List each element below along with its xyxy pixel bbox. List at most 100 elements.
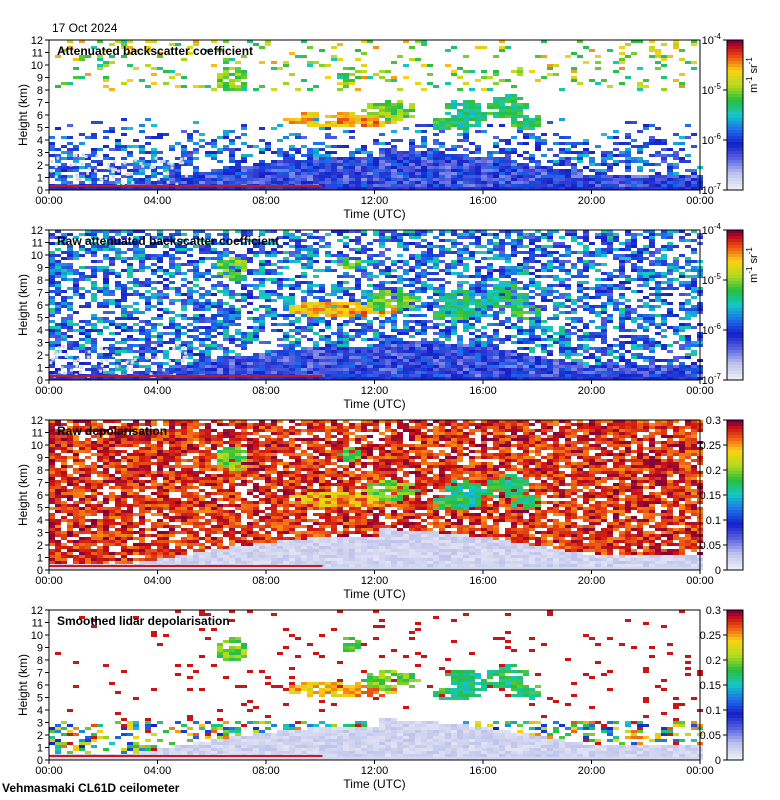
heatmap-cell — [457, 254, 463, 257]
heatmap-cell — [583, 178, 589, 181]
heatmap-cell — [481, 70, 487, 73]
heatmap-cell — [133, 236, 139, 239]
heatmap-cell — [367, 356, 373, 359]
heatmap-cell — [265, 251, 271, 254]
heatmap-cell — [499, 40, 505, 43]
heatmap-cell — [127, 230, 133, 233]
heatmap-cell — [79, 377, 85, 380]
heatmap-cell — [475, 151, 481, 154]
heatmap-cell — [391, 353, 397, 356]
heatmap-cell — [295, 257, 301, 260]
heatmap-cell — [217, 290, 223, 293]
heatmap-cell — [181, 58, 187, 61]
heatmap-cell — [505, 266, 511, 269]
heatmap-cell — [595, 184, 601, 187]
heatmap-cell — [367, 272, 373, 275]
heatmap-cell — [397, 365, 403, 368]
heatmap-cell — [181, 326, 187, 329]
heatmap-cell — [271, 175, 277, 178]
heatmap-cell — [229, 335, 235, 338]
heatmap-cell — [301, 145, 307, 148]
heatmap-cell — [121, 157, 127, 160]
heatmap-cell — [379, 115, 385, 118]
heatmap-cell — [259, 139, 265, 142]
heatmap-cell — [229, 139, 235, 142]
heatmap-cell — [55, 248, 61, 251]
heatmap-cell — [409, 359, 415, 362]
heatmap-cell — [217, 82, 223, 85]
heatmap-cell — [445, 299, 451, 302]
heatmap-cell — [361, 293, 367, 296]
heatmap-cell — [259, 362, 265, 365]
heatmap-cell — [517, 359, 523, 362]
heatmap-cell — [151, 371, 157, 374]
heatmap-cell — [151, 82, 157, 85]
heatmap-cell — [451, 124, 457, 127]
heatmap-cell — [253, 43, 259, 46]
heatmap-cell — [553, 377, 559, 380]
heatmap-cell — [487, 106, 493, 109]
heatmap-cell — [463, 251, 469, 254]
heatmap-cell — [499, 353, 505, 356]
heatmap-cell — [187, 353, 193, 356]
heatmap-cell — [535, 371, 541, 374]
heatmap-cell — [373, 139, 379, 142]
heatmap-cell — [253, 272, 259, 275]
heatmap-cell — [103, 299, 109, 302]
heatmap-cell — [463, 347, 469, 350]
heatmap-cell — [145, 181, 151, 184]
heatmap-cell — [157, 371, 163, 374]
heatmap-cell — [511, 287, 517, 290]
heatmap-cell — [337, 326, 343, 329]
heatmap-cell — [613, 178, 619, 181]
heatmap-cell — [559, 362, 565, 365]
heatmap-cell — [259, 323, 265, 326]
heatmap-cell — [445, 239, 451, 242]
heatmap-cell — [331, 178, 337, 181]
heatmap-cell — [217, 172, 223, 175]
heatmap-cell — [595, 67, 601, 70]
heatmap-cell — [511, 239, 517, 242]
heatmap-cell — [661, 157, 667, 160]
heatmap-cell — [631, 40, 637, 43]
heatmap-cell — [601, 151, 607, 154]
heatmap-cell — [187, 154, 193, 157]
heatmap-cell — [115, 347, 121, 350]
colorbar-segment — [727, 187, 743, 191]
heatmap-cell — [319, 160, 325, 163]
heatmap-cell — [145, 178, 151, 181]
heatmap-cell — [301, 314, 307, 317]
heatmap-cell — [265, 145, 271, 148]
heatmap-cell — [91, 275, 97, 278]
heatmap-cell — [343, 169, 349, 172]
heatmap-cell — [397, 115, 403, 118]
heatmap-cell — [343, 85, 349, 88]
heatmap-cell — [337, 302, 343, 305]
heatmap-cell — [115, 323, 121, 326]
heatmap-cell — [409, 335, 415, 338]
heatmap-cell — [571, 181, 577, 184]
heatmap-cell — [205, 356, 211, 359]
heatmap-cell — [409, 347, 415, 350]
heatmap-cell — [637, 85, 643, 88]
heatmap-cell — [265, 278, 271, 281]
heatmap-cell — [541, 187, 547, 190]
heatmap-cell — [85, 335, 91, 338]
heatmap-cell — [415, 82, 421, 85]
heatmap-cell — [277, 293, 283, 296]
heatmap-cell — [463, 106, 469, 109]
heatmap-cell — [445, 293, 451, 296]
heatmap-cell — [679, 73, 685, 76]
heatmap-cell — [571, 302, 577, 305]
heatmap-cell — [337, 353, 343, 356]
heatmap-cell — [91, 169, 97, 172]
heatmap-cell — [313, 275, 319, 278]
heatmap-cell — [97, 365, 103, 368]
heatmap-cell — [295, 148, 301, 151]
heatmap-cell — [313, 359, 319, 362]
heatmap-cell — [529, 157, 535, 160]
colorbar-segment — [727, 76, 743, 80]
heatmap-cell — [175, 172, 181, 175]
heatmap-cell — [493, 377, 499, 380]
heatmap-cell — [679, 85, 685, 88]
